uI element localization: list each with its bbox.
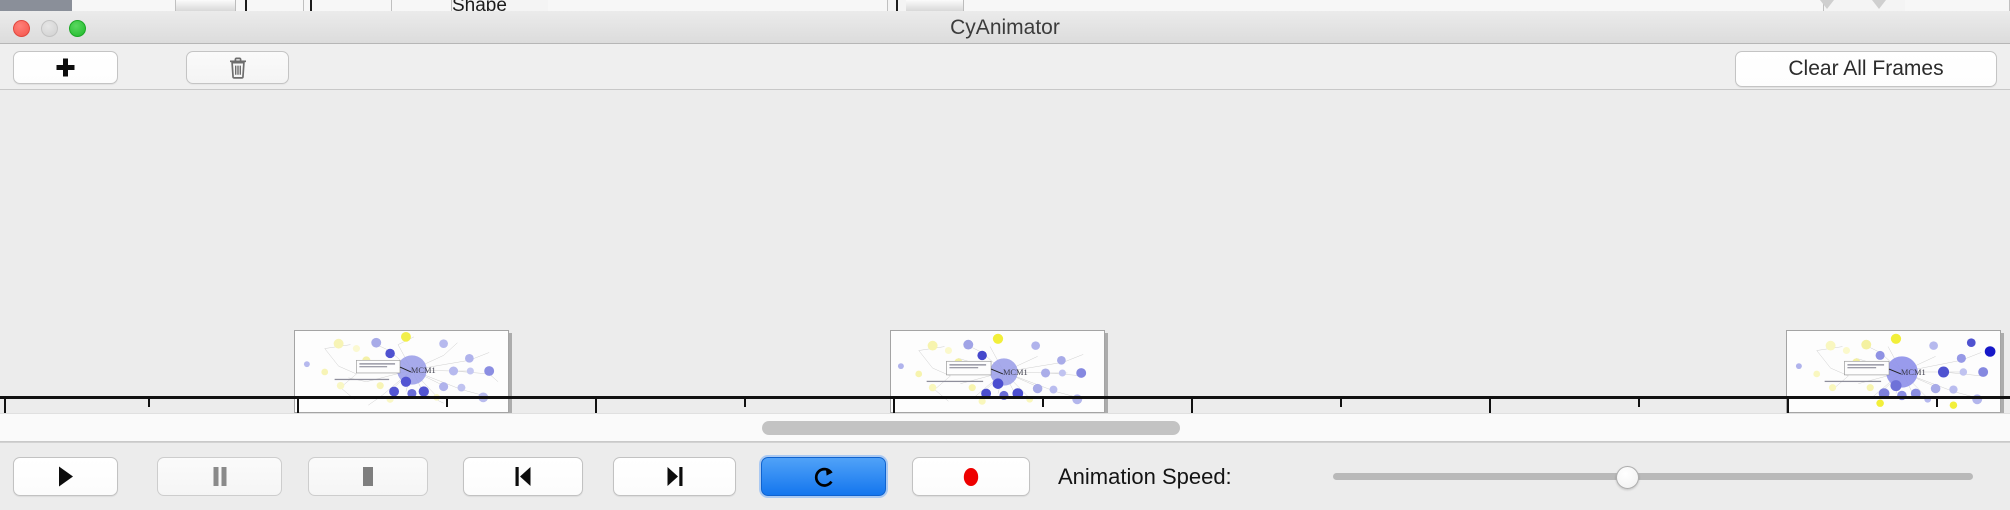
stop-button[interactable] [308,457,428,496]
network-thumbnail-graphic: MCM1 [303,331,499,406]
skip-to-end-button[interactable] [613,457,736,496]
timeline-scrollbar-thumb[interactable] [762,421,1180,435]
timeline-axis [0,396,2010,399]
pause-button[interactable] [157,457,282,496]
frame-node-label: MCM1 [1003,368,1028,377]
minimize-window-button[interactable] [41,20,58,37]
timeline-frame[interactable]: MCM1 [1786,330,2001,413]
slider-track [1333,473,1973,480]
playback-control-bar: Animation Speed: [0,442,2010,510]
timeline-tick-minor [1340,399,1342,407]
frame-node-label: MCM1 [1901,368,1926,377]
timeline-tick-minor [1936,399,1938,407]
delete-frame-button[interactable] [186,51,289,84]
skip-to-start-icon [515,467,531,486]
timeline-tick-major [297,399,299,413]
timeline-tick-minor [148,399,150,407]
skip-to-start-button[interactable] [463,457,583,496]
clear-all-frames-button[interactable]: Clear All Frames [1735,51,1997,87]
frame-node-label: MCM1 [411,366,436,375]
timeline-tick-major [1191,399,1193,413]
frame-thumbnail: MCM1 [294,330,509,413]
record-button[interactable] [912,457,1030,496]
plus-icon [56,58,75,77]
stop-icon [363,467,373,486]
timeline-panel[interactable]: MCM1 [0,90,2010,413]
pause-icon [213,467,226,486]
window-traffic-lights [13,20,86,37]
maximize-window-button[interactable] [69,20,86,37]
timeline-frame[interactable]: MCM1 [294,330,509,413]
title-bar: CyAnimator [0,11,2010,44]
loop-button[interactable] [761,457,886,496]
background-window-strip: Shape [0,0,2010,11]
timeline-tick-major [1489,399,1491,413]
frame-toolbar: Clear All Frames [0,44,2010,90]
timeline-tick-major [893,399,895,413]
timeline-frame[interactable]: MCM1 [890,330,1105,413]
play-icon [59,466,73,487]
add-frame-button[interactable] [13,51,118,84]
animation-speed-label: Animation Speed: [1058,464,1232,489]
timeline-tick-minor [1042,399,1044,407]
slider-thumb[interactable] [1616,466,1640,489]
trash-icon [229,57,246,79]
animation-speed-slider[interactable] [1333,457,1973,496]
timeline-tick-major [4,399,6,413]
network-thumbnail-graphic: MCM1 [897,333,1087,405]
record-icon [963,467,979,486]
timeline-tick-minor [744,399,746,407]
timeline-tick-major [1787,399,1789,413]
frame-thumbnail: MCM1 [890,330,1105,413]
window-title: CyAnimator [950,16,1060,39]
timeline-tick-major [595,399,597,413]
loop-icon [814,467,833,487]
play-button[interactable] [13,457,118,496]
close-window-button[interactable] [13,20,30,37]
background-window-label: Shape [452,0,507,11]
frame-thumbnail: MCM1 [1786,330,2001,413]
network-thumbnail-graphic: MCM1 [1795,333,1996,409]
timeline-scrollbar[interactable] [0,413,2010,442]
timeline-tick-minor [1638,399,1640,407]
skip-to-end-icon [667,467,682,486]
timeline-tick-minor [446,399,448,407]
